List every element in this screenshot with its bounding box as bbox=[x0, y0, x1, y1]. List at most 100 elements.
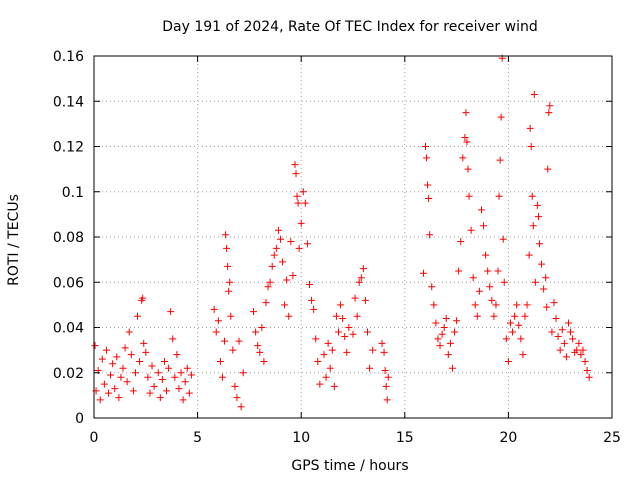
chart-title: Day 191 of 2024, Rate Of TEC Index for r… bbox=[162, 19, 537, 35]
data-point bbox=[144, 373, 152, 381]
data-point bbox=[451, 328, 459, 336]
data-point bbox=[349, 330, 357, 338]
data-point bbox=[465, 192, 473, 200]
data-point bbox=[256, 348, 264, 356]
y-tick-label: 0.06 bbox=[53, 275, 84, 291]
data-point bbox=[252, 328, 260, 336]
data-point bbox=[519, 351, 527, 359]
data-point bbox=[517, 335, 525, 343]
data-point bbox=[569, 335, 577, 343]
data-point bbox=[266, 278, 274, 286]
data-point bbox=[462, 109, 470, 117]
data-point bbox=[345, 324, 353, 331]
data-point bbox=[581, 357, 589, 365]
data-point bbox=[526, 124, 534, 132]
data-point bbox=[156, 394, 164, 402]
data-point bbox=[237, 403, 245, 411]
data-point bbox=[293, 192, 301, 200]
data-point bbox=[494, 267, 502, 275]
data-point bbox=[528, 192, 536, 200]
data-point bbox=[223, 244, 231, 252]
data-point bbox=[446, 339, 454, 347]
data-point bbox=[383, 396, 391, 404]
data-point bbox=[475, 287, 483, 295]
data-point bbox=[183, 364, 191, 372]
data-point bbox=[351, 294, 359, 302]
data-point bbox=[436, 342, 444, 350]
data-point bbox=[422, 143, 430, 150]
data-point bbox=[552, 314, 560, 322]
data-point bbox=[98, 355, 106, 363]
data-point bbox=[573, 346, 581, 354]
data-point bbox=[540, 285, 548, 293]
y-tick-label: 0.04 bbox=[53, 321, 84, 337]
data-point bbox=[210, 305, 218, 313]
data-point bbox=[136, 357, 144, 365]
data-point bbox=[334, 328, 342, 336]
data-point bbox=[425, 195, 433, 203]
data-point bbox=[529, 222, 537, 230]
data-point bbox=[469, 274, 477, 282]
x-tick-label: 25 bbox=[603, 430, 621, 446]
data-point bbox=[109, 360, 117, 368]
data-point bbox=[353, 312, 361, 320]
data-point bbox=[543, 303, 551, 311]
data-point bbox=[355, 278, 363, 286]
data-points bbox=[91, 54, 593, 411]
data-point bbox=[111, 385, 119, 393]
data-point bbox=[583, 366, 591, 374]
data-point bbox=[294, 199, 302, 207]
data-point bbox=[330, 382, 338, 390]
data-point bbox=[233, 394, 241, 402]
data-point bbox=[558, 326, 566, 334]
data-point bbox=[461, 133, 469, 141]
data-point bbox=[175, 385, 183, 393]
data-point bbox=[434, 335, 442, 343]
data-point bbox=[229, 346, 237, 354]
x-tick-label: 10 bbox=[292, 430, 310, 446]
data-point bbox=[511, 312, 519, 320]
data-point bbox=[492, 301, 500, 309]
data-point bbox=[274, 226, 282, 234]
data-point bbox=[139, 294, 147, 302]
data-point bbox=[564, 319, 572, 327]
data-point bbox=[91, 342, 99, 350]
data-point bbox=[129, 387, 137, 395]
data-point bbox=[548, 328, 556, 336]
data-point bbox=[506, 319, 514, 327]
data-point bbox=[297, 219, 305, 227]
data-point bbox=[171, 373, 179, 381]
y-tick-label: 0.16 bbox=[53, 49, 84, 65]
data-point bbox=[560, 339, 568, 347]
data-point bbox=[125, 328, 133, 336]
data-point bbox=[515, 321, 523, 329]
data-point bbox=[341, 333, 349, 341]
data-point bbox=[179, 396, 187, 404]
data-point bbox=[291, 161, 299, 169]
data-point bbox=[107, 371, 115, 379]
data-point bbox=[96, 396, 104, 404]
data-point bbox=[496, 156, 504, 164]
data-point bbox=[281, 301, 289, 309]
data-point bbox=[322, 373, 330, 381]
x-tick-label: 20 bbox=[499, 430, 517, 446]
data-point bbox=[239, 369, 247, 377]
data-point bbox=[258, 324, 266, 331]
data-point bbox=[260, 357, 268, 365]
data-point bbox=[127, 351, 135, 359]
data-point bbox=[312, 335, 320, 343]
data-point bbox=[324, 339, 332, 347]
data-point bbox=[527, 143, 535, 150]
data-point bbox=[250, 308, 258, 316]
data-point bbox=[554, 333, 562, 341]
data-point bbox=[484, 267, 492, 275]
data-point bbox=[142, 348, 150, 356]
data-point bbox=[500, 278, 508, 286]
y-tick-label: 0.08 bbox=[53, 230, 84, 246]
data-point bbox=[497, 113, 505, 121]
data-point bbox=[264, 283, 272, 291]
data-point bbox=[328, 346, 336, 354]
data-point bbox=[276, 235, 284, 243]
data-point bbox=[167, 308, 175, 316]
